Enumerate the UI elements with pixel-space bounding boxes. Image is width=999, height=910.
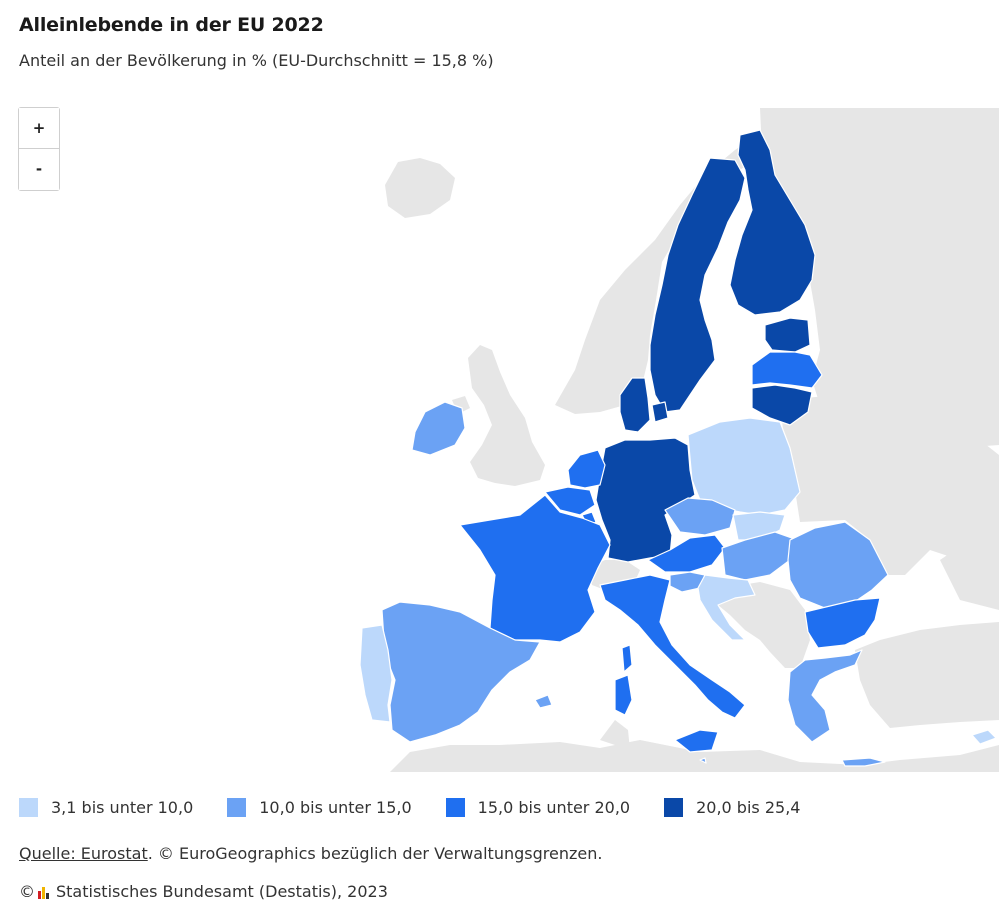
destatis-logo-icon	[38, 885, 50, 899]
country-czechia[interactable]	[664, 497, 736, 536]
zoom-in-button[interactable]: +	[19, 108, 59, 149]
country-croatia[interactable]	[697, 574, 756, 641]
map-title: Alleinlebende in der EU 2022	[19, 14, 324, 36]
country-italy-sardinia[interactable]	[614, 674, 633, 716]
country-italy[interactable]	[599, 574, 746, 719]
country-belgium[interactable]	[544, 486, 596, 516]
legend-item: 3,1 bis unter 10,0	[19, 797, 194, 817]
legend-item: 10,0 bis unter 15,0	[227, 797, 412, 817]
country-finland[interactable]	[729, 129, 816, 316]
zoom-control: + -	[18, 107, 60, 191]
europe-map[interactable]	[0, 108, 999, 772]
country-portugal[interactable]	[359, 624, 393, 723]
country-greece-crete[interactable]	[841, 757, 886, 767]
country-cyprus[interactable]	[971, 729, 997, 745]
logo-bar	[46, 892, 49, 899]
legend-item: 15,0 bis unter 20,0	[445, 797, 631, 817]
legend-label: 3,1 bis unter 10,0	[51, 797, 194, 817]
country-estonia[interactable]	[764, 317, 811, 353]
legend-item: 20,0 bis 25,4	[664, 797, 801, 817]
country-france[interactable]	[459, 494, 611, 643]
country-malta[interactable]	[699, 757, 707, 764]
country-spain[interactable]	[381, 601, 541, 743]
country-poland[interactable]	[687, 417, 801, 516]
country-denmark[interactable]	[619, 377, 669, 433]
legend-swatch	[19, 797, 38, 817]
non-eu-land	[385, 108, 999, 772]
country-netherlands[interactable]	[567, 449, 606, 489]
legend-label: 10,0 bis unter 15,0	[259, 797, 412, 817]
legend-swatch	[664, 797, 684, 817]
country-greece[interactable]	[787, 649, 863, 743]
logo-bar	[42, 886, 45, 899]
source-rest: . © EuroGeographics bezüglich der Verwal…	[147, 844, 603, 863]
legend-swatch	[227, 797, 247, 817]
logo-bar	[38, 890, 41, 899]
country-romania[interactable]	[787, 521, 889, 609]
country-italy-sicily[interactable]	[674, 729, 719, 753]
legend-label: 15,0 bis unter 20,0	[477, 797, 631, 817]
country-france-corsica[interactable]	[621, 644, 633, 673]
copyright-text: Statistisches Bundesamt (Destatis), 2023	[56, 882, 388, 901]
legend-swatch	[445, 797, 465, 817]
country-spain-balearics[interactable]	[534, 694, 553, 709]
legend: 3,1 bis unter 10,0 10,0 bis unter 15,0 1…	[19, 796, 834, 818]
source-note: Quelle: Eurostat. © EuroGeographics bezü…	[19, 844, 602, 863]
country-lithuania[interactable]	[751, 384, 813, 426]
copyright-line: © Statistisches Bundesamt (Destatis), 20…	[19, 882, 388, 901]
country-latvia[interactable]	[751, 351, 823, 389]
map-subtitle: Anteil an der Bevölkerung in % (EU-Durch…	[19, 51, 494, 70]
copyright-symbol: ©	[19, 882, 35, 901]
source-link[interactable]: Quelle: Eurostat	[19, 844, 148, 863]
legend-label: 20,0 bis 25,4	[696, 797, 801, 817]
country-bulgaria[interactable]	[804, 597, 881, 649]
zoom-out-button[interactable]: -	[19, 149, 59, 190]
country-sweden[interactable]	[649, 157, 746, 413]
country-germany[interactable]	[595, 437, 696, 563]
country-ireland[interactable]	[411, 401, 466, 456]
